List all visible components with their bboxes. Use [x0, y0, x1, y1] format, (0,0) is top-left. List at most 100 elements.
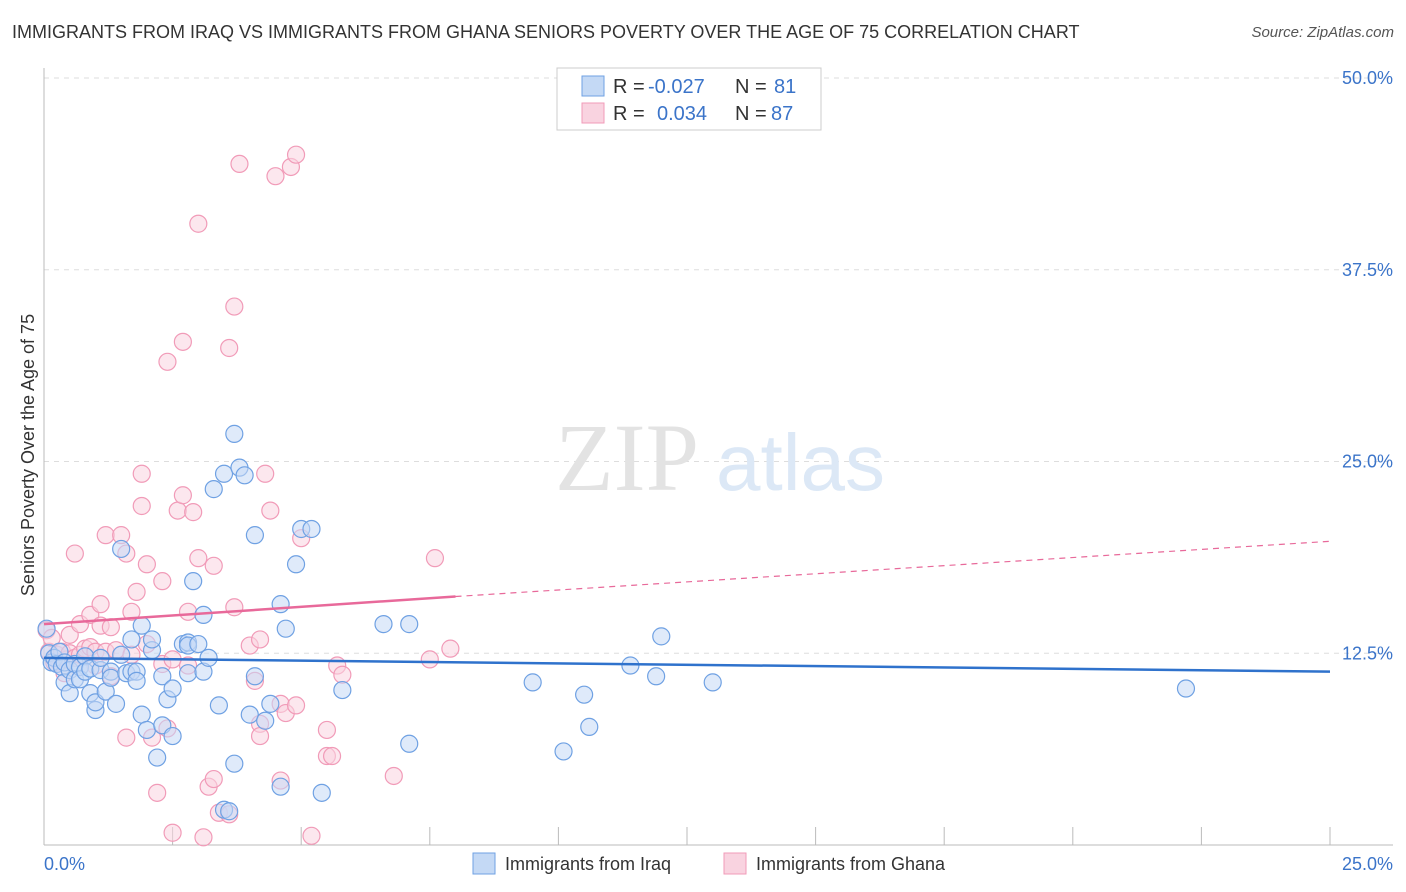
y-tick-label: 37.5% [1342, 260, 1393, 280]
iraq-point [142, 630, 162, 649]
ghana-point [178, 602, 198, 621]
iraq-point [148, 748, 167, 767]
iraq-point [647, 667, 666, 686]
iraq-point [302, 519, 321, 539]
ghana-point [256, 464, 275, 483]
ghana-trend-line [43, 595, 456, 626]
ghana-point [137, 555, 156, 574]
source-label: Source: ZipAtlas.com [1251, 24, 1394, 41]
bottom-legend-ghana-label: Immigrants from Ghana [756, 854, 946, 874]
iraq-point [163, 679, 182, 698]
iraq-point [112, 645, 131, 664]
ghana-point [117, 728, 136, 747]
watermark-zip: ZIP [555, 404, 699, 511]
ghana-point [250, 726, 270, 746]
iraq-point [240, 705, 259, 724]
iraq-point [261, 694, 280, 713]
bottom-legend-swatch-ghana [723, 852, 747, 875]
iraq-point [580, 717, 599, 736]
legend-swatch-ghana [581, 102, 605, 124]
iraq-trend-line [43, 656, 1331, 673]
ghana-point [286, 145, 306, 164]
ghana-point [189, 214, 208, 233]
iraq-point [703, 673, 722, 692]
iraq-point [245, 526, 265, 545]
ghana-point [96, 526, 115, 545]
iraq-point [621, 656, 640, 675]
ghana-point [184, 503, 203, 522]
iraq-point [132, 705, 151, 724]
trend-lines [43, 540, 1331, 673]
legend-iraq-r-label: R = [613, 76, 645, 98]
y-tick-label: 25.0% [1342, 452, 1393, 472]
iraq-point [153, 667, 172, 686]
iraq-point [271, 595, 290, 614]
iraq-point [112, 539, 131, 559]
ghana-point [302, 826, 321, 845]
legend-swatch-iraq [581, 75, 605, 97]
iraq-point [122, 630, 141, 649]
ghana-point [261, 501, 280, 520]
y-tick-label: 12.5% [1342, 643, 1393, 663]
iraq-point [575, 685, 594, 704]
legend-ghana-n-value: 87 [771, 103, 793, 125]
legend-ghana-n-label: N = [735, 103, 767, 125]
series-legend: Immigrants from Iraq Immigrants from Gha… [472, 852, 946, 875]
iraq-point [184, 572, 203, 591]
ghana-point [322, 746, 342, 766]
legend-ghana-r-label: R = [613, 103, 645, 125]
correlation-legend: R = -0.027 N = 81 R = 0.034 N = 87 [556, 67, 822, 131]
ghana-point [230, 154, 249, 174]
iraq-point [199, 648, 218, 667]
iraq-point [214, 464, 234, 483]
legend-ghana-r-value: 0.034 [657, 103, 707, 125]
iraq-point [554, 742, 573, 761]
ghana-point [132, 464, 151, 483]
ghana-point [266, 167, 285, 186]
x-tick-label: 0.0% [44, 854, 85, 874]
iraq-point [137, 720, 156, 740]
iraq-point [189, 634, 208, 654]
iraq-point [101, 668, 120, 687]
iraq-point [652, 627, 671, 646]
ghana-point [168, 501, 187, 520]
iraq-point [204, 480, 223, 499]
watermark-atlas: atlas [716, 418, 885, 507]
iraq-point [245, 667, 265, 686]
ghana-point [420, 650, 439, 669]
ghana-point [204, 769, 223, 789]
iraq-point [220, 802, 239, 821]
ghana-point [194, 828, 213, 847]
iraq-point [400, 734, 419, 753]
iraq-point [333, 680, 352, 700]
iraq-point [400, 615, 419, 634]
ghana-point [65, 544, 84, 563]
ghana-points [37, 145, 460, 847]
iraq-point [178, 664, 198, 683]
ghana-point [441, 639, 460, 658]
ghana-point [250, 630, 270, 649]
x-tick-labels: 0.0% 25.0% [44, 854, 1393, 874]
iraq-point [523, 673, 542, 692]
legend-iraq-n-label: N = [735, 76, 767, 98]
ghana-point [225, 598, 244, 617]
ghana-point [220, 338, 239, 358]
ghana-point [189, 549, 208, 568]
iraq-point [276, 619, 295, 638]
iraq-point [256, 711, 275, 730]
ghana-point [204, 556, 223, 575]
ghana-point [317, 720, 337, 740]
ghana-point [225, 297, 244, 316]
ghana-point [158, 352, 177, 371]
ghana-point [333, 665, 352, 684]
iraq-point [225, 754, 244, 773]
x-tick-label: 25.0% [1342, 854, 1393, 874]
iraq-point [374, 615, 393, 634]
bottom-legend-iraq-label: Immigrants from Iraq [505, 854, 671, 874]
chart-title: IMMIGRANTS FROM IRAQ VS IMMIGRANTS FROM … [12, 22, 1080, 42]
ghana-point [127, 582, 146, 601]
iraq-point [225, 424, 244, 443]
iraq-point [312, 783, 331, 802]
ghana-point [122, 602, 141, 621]
